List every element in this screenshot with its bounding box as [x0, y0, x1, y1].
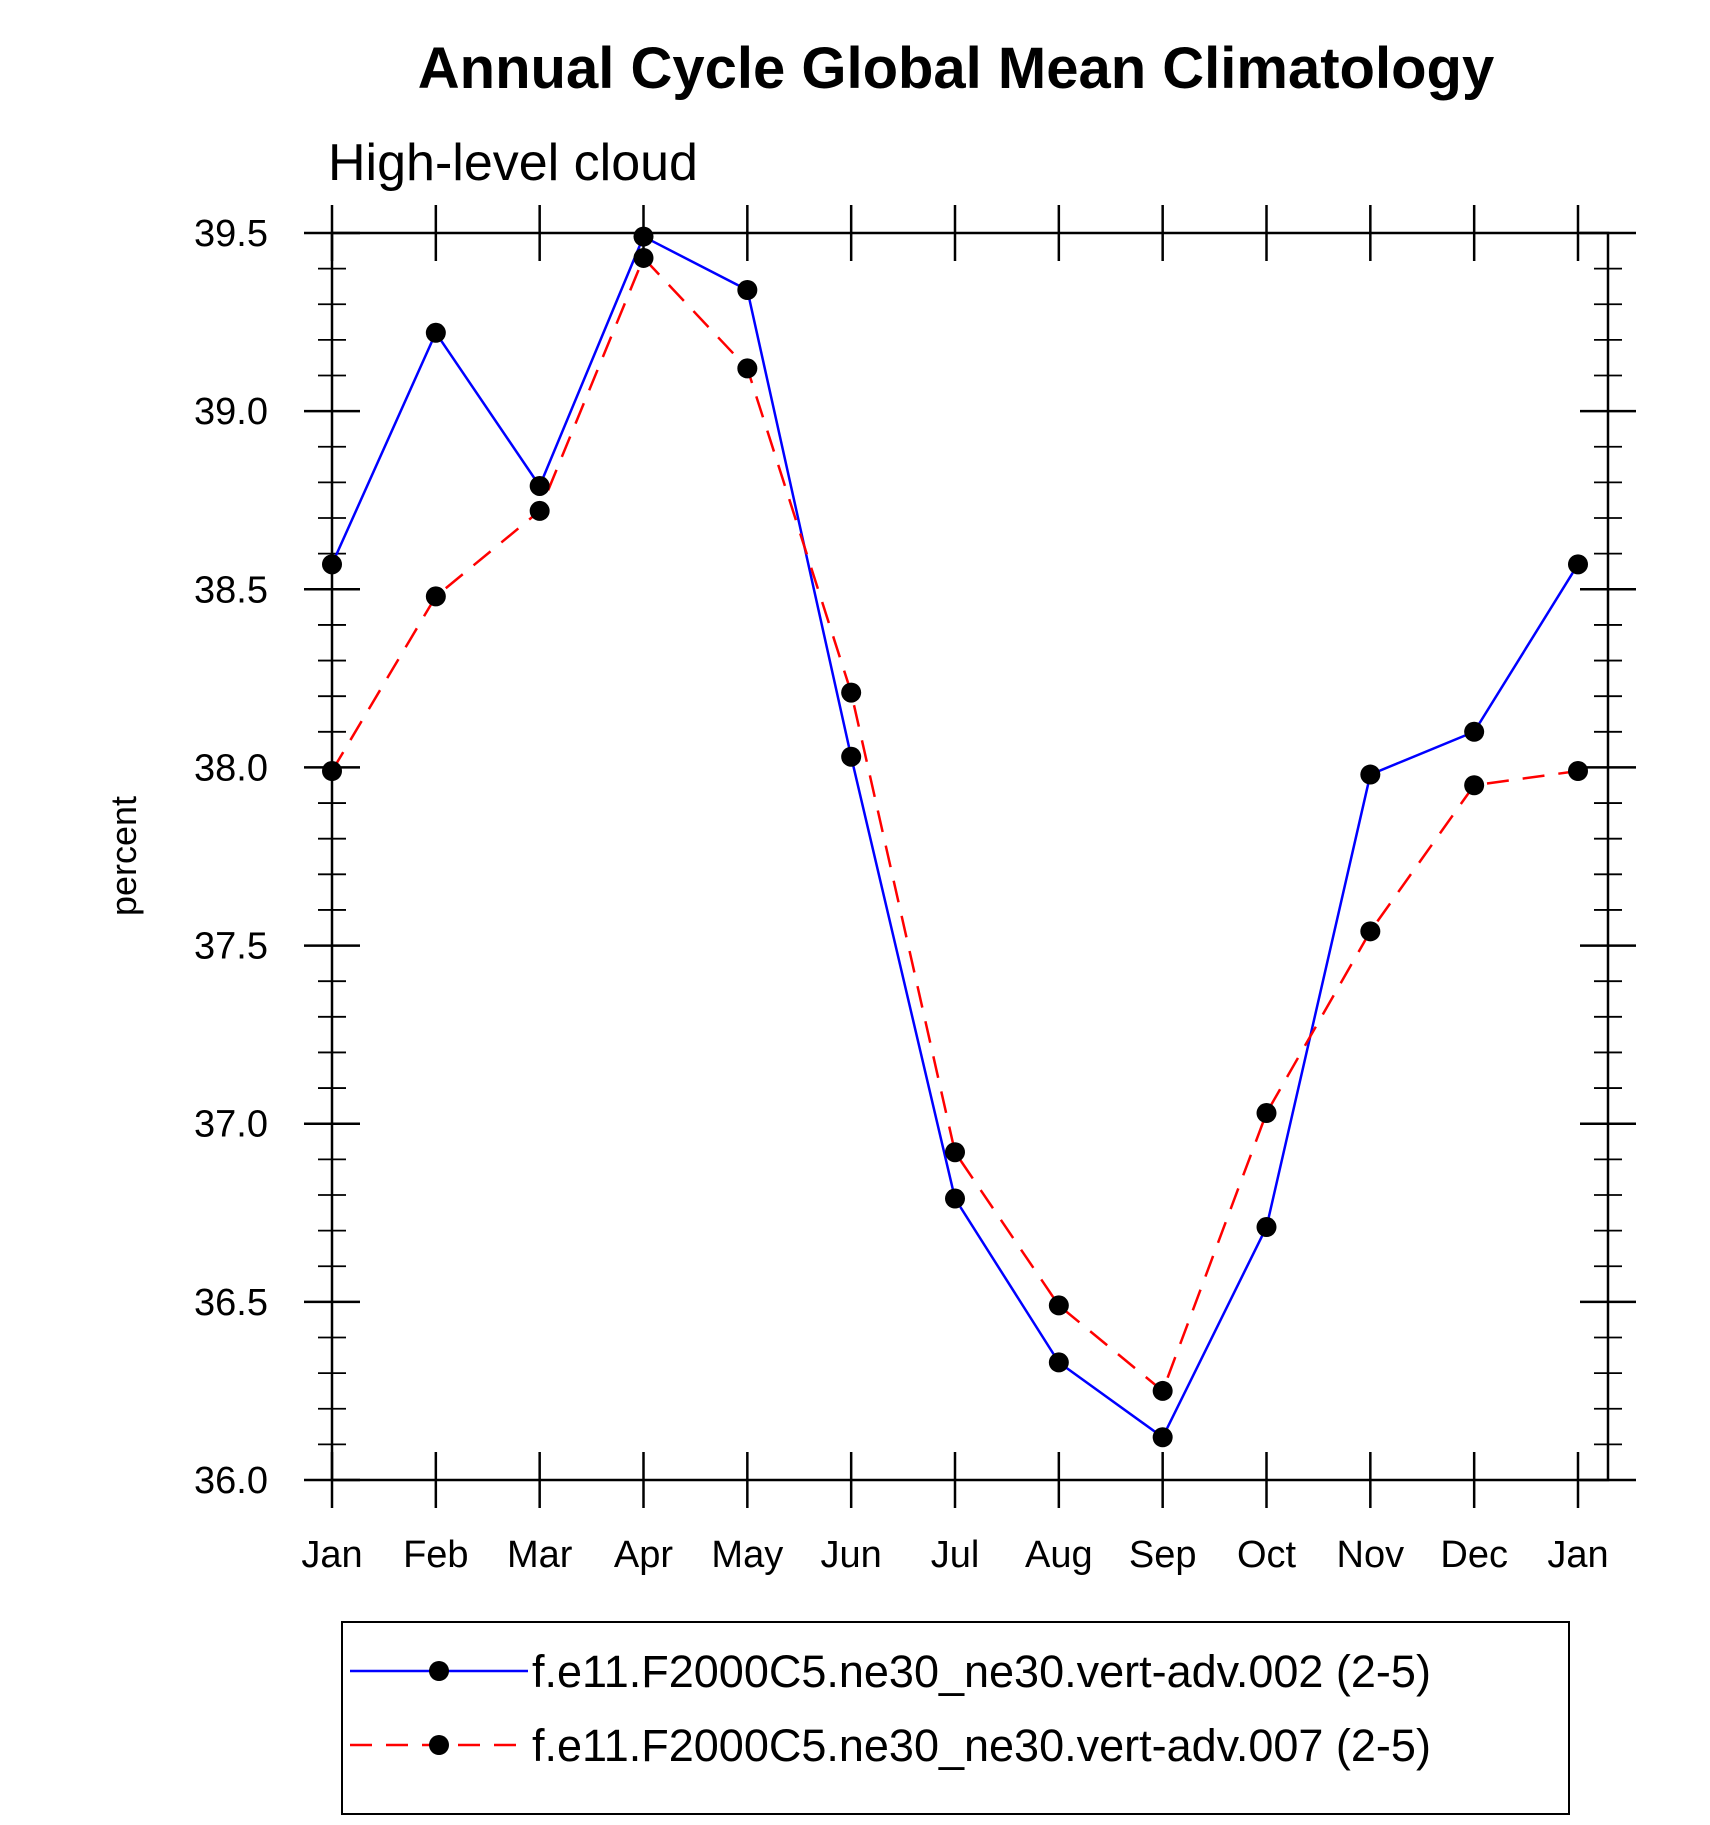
x-tick-label: Mar [507, 1534, 573, 1576]
series-1-point [1152, 1427, 1173, 1448]
x-tick-label: Apr [614, 1534, 673, 1576]
x-tick-labels: Jan Feb Mar Apr May Jun Jul Aug Sep Oct Nov Dec Jan [301, 1534, 1608, 1576]
chart-title: Annual Cycle Global Mean Climatology [418, 36, 1494, 101]
series-2-point [945, 1142, 965, 1163]
series-1-point [1360, 764, 1381, 785]
series-layer [322, 226, 1588, 1448]
x-tick-label: Dec [1440, 1534, 1508, 1576]
x-tick-label: Aug [1025, 1534, 1093, 1576]
legend-marker-1 [429, 1661, 449, 1681]
y-tick-label: 38.0 [194, 747, 268, 789]
series-1-point [529, 475, 550, 496]
x-tick-label: Feb [403, 1534, 468, 1576]
series-line-2 [330, 255, 1579, 1394]
x-tick-label: May [711, 1534, 783, 1576]
legend-marker-2 [429, 1735, 449, 1755]
legend: f.e11.F2000C5.ne30_ne30.vert-adv.002 (2-… [341, 1621, 1570, 1815]
series-1-point [425, 322, 446, 343]
y-tick-labels: 36.0 36.5 37.0 37.5 38.0 38.5 39.0 39.5 [194, 213, 268, 1502]
series-1-point [945, 1188, 965, 1209]
plot-frame [330, 231, 1610, 1482]
series-2-point [633, 247, 654, 268]
series-2-point [1152, 1380, 1173, 1401]
series-2-point [1464, 775, 1485, 796]
series-1-point [1568, 554, 1588, 575]
series-2-point [529, 500, 550, 521]
y-tick-label: 36.0 [194, 1460, 268, 1502]
y-tick-label: 37.5 [194, 926, 268, 968]
series-2-point [1048, 1295, 1069, 1316]
y-tick-label: 36.5 [194, 1282, 268, 1324]
x-tick-label: Jul [931, 1534, 980, 1576]
legend-label-2: f.e11.F2000C5.ne30_ne30.vert-adv.007 (2-… [532, 1720, 1431, 1771]
series-2-point [1360, 921, 1381, 942]
series-2-point [1568, 760, 1588, 781]
x-tick-label: Sep [1129, 1534, 1197, 1576]
series-2-point [1256, 1103, 1277, 1124]
y-tick-label: 38.5 [194, 569, 268, 611]
series-1-point [1256, 1217, 1277, 1238]
series-2-point [737, 358, 758, 379]
series-1-point [841, 746, 862, 767]
y-tick-label: 39.5 [194, 213, 268, 255]
series-2-point [841, 682, 862, 703]
series-2-point [425, 586, 446, 607]
x-tick-label: Jan [1547, 1534, 1608, 1576]
series-line-1 [330, 234, 1580, 1440]
series-1-point [1048, 1352, 1069, 1373]
y-tick-label: 37.0 [194, 1104, 268, 1146]
x-tick-label: Oct [1237, 1534, 1297, 1576]
axis-ticks [304, 205, 1636, 1508]
series-1-point [633, 226, 654, 247]
x-tick-label: Nov [1337, 1534, 1405, 1576]
y-tick-label: 39.0 [194, 391, 268, 433]
series-1-point [737, 280, 758, 301]
series-1-point [1464, 721, 1485, 742]
legend-box [341, 1621, 1570, 1815]
x-tick-label: Jan [301, 1534, 362, 1576]
chart-subtitle: High-level cloud [328, 134, 698, 192]
legend-label-1: f.e11.F2000C5.ne30_ne30.vert-adv.002 (2-… [532, 1646, 1431, 1697]
x-tick-label: Jun [821, 1534, 882, 1576]
y-axis-label: percent [103, 796, 144, 916]
